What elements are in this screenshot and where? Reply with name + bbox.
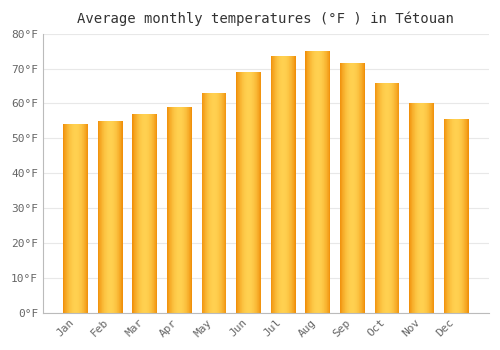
Title: Average monthly temperatures (°F ) in Tétouan: Average monthly temperatures (°F ) in Té… xyxy=(78,11,454,26)
